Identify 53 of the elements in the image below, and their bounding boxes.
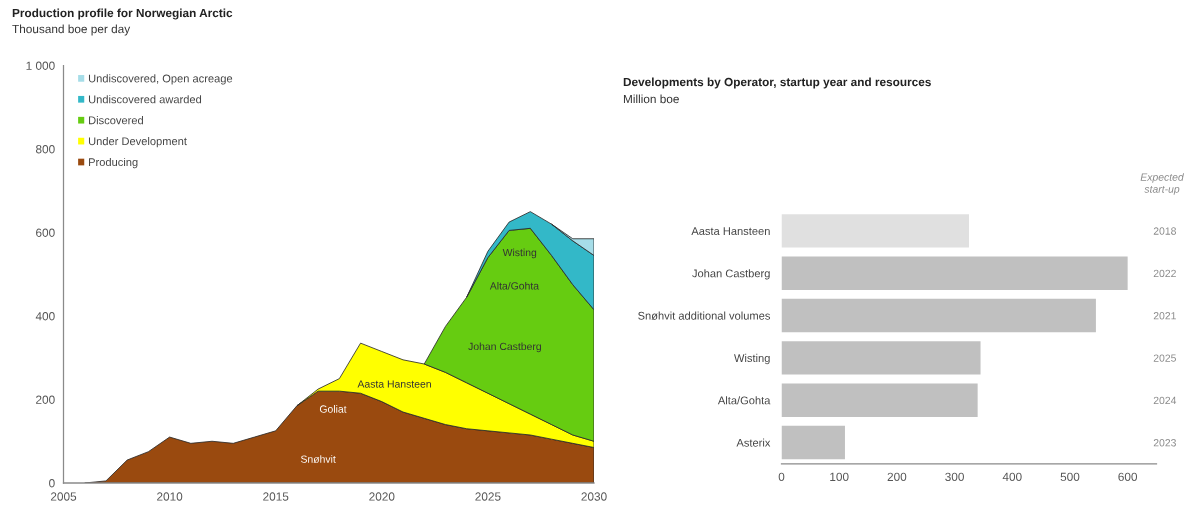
y-tick-label: Snøhvit additional volumes bbox=[638, 311, 770, 320]
legend-label: Producing bbox=[89, 157, 138, 169]
legend-label: Undiscovered, Open acreage bbox=[88, 74, 233, 85]
annotation: Goliat bbox=[319, 405, 347, 413]
y2-tick-label: 2024 bbox=[1153, 396, 1177, 405]
y-tick-label: Johan Castberg bbox=[692, 269, 770, 280]
y2-tick-label: 2022 bbox=[1153, 269, 1176, 278]
bar bbox=[781, 341, 981, 375]
y2-tick-label: 2021 bbox=[1153, 312, 1176, 320]
y-tick-label: 1 000 bbox=[26, 61, 55, 70]
bar bbox=[781, 214, 969, 248]
y-tick-label: Alta/Gohta bbox=[717, 396, 771, 405]
y2-tick-label: 2025 bbox=[1153, 354, 1176, 362]
x-tick-label: 2015 bbox=[263, 492, 289, 501]
bar bbox=[781, 298, 1096, 333]
x-tick-label: 2020 bbox=[369, 492, 395, 501]
y2-axis-title: Expected start-up bbox=[1140, 173, 1184, 195]
x-tick-label: 2030 bbox=[581, 492, 607, 501]
y2-tick-label: 2023 bbox=[1153, 439, 1176, 447]
x-tick-label: 200 bbox=[887, 472, 907, 481]
y-tick-label: Asterix bbox=[736, 438, 771, 447]
legend-label: Under Development bbox=[88, 136, 187, 148]
x-tick-label: 600 bbox=[1118, 472, 1138, 481]
y2-tick-label: 2018 bbox=[1153, 227, 1176, 235]
y-tick-label: 0 bbox=[49, 479, 55, 488]
y-tick-label: 400 bbox=[35, 312, 55, 321]
chart-subtitle: Thousand boe per day bbox=[12, 24, 131, 36]
y-tick-label: 200 bbox=[36, 395, 55, 404]
annotation: Snøhvit bbox=[300, 455, 336, 463]
annotation: Johan Castberg bbox=[468, 342, 541, 353]
x-tick-label: 0 bbox=[778, 472, 785, 481]
annotation: Wisting bbox=[502, 248, 537, 259]
x-tick-label: 500 bbox=[1060, 472, 1080, 481]
annotation: Aasta Hansteen bbox=[357, 380, 431, 388]
annotation: Alta/Gohta bbox=[489, 281, 540, 290]
legend-label: Discovered bbox=[89, 116, 143, 125]
legend-label: Undiscovered awarded bbox=[88, 95, 202, 104]
bar bbox=[781, 256, 1128, 290]
chart-title: Production profile for Norwegian Arctic bbox=[12, 8, 233, 20]
x-tick-label: 2010 bbox=[157, 492, 183, 501]
x-tick-label: 400 bbox=[1002, 472, 1022, 481]
y-tick-label: 800 bbox=[35, 145, 55, 154]
x-tick-label: 100 bbox=[830, 472, 849, 481]
y-tick-label: Aasta Hansteen bbox=[691, 227, 770, 236]
bar bbox=[781, 425, 845, 460]
y-tick-label: 600 bbox=[36, 228, 55, 237]
chart-title: Developments by Operator, startup year and resources bbox=[623, 77, 931, 89]
x-tick-label: 300 bbox=[945, 472, 964, 481]
bar bbox=[781, 383, 978, 417]
x-tick-label: 2005 bbox=[50, 492, 77, 501]
y-tick-label: Wisting bbox=[734, 353, 770, 365]
text: Million boe bbox=[623, 94, 679, 104]
x-tick-label: 2025 bbox=[475, 492, 501, 501]
